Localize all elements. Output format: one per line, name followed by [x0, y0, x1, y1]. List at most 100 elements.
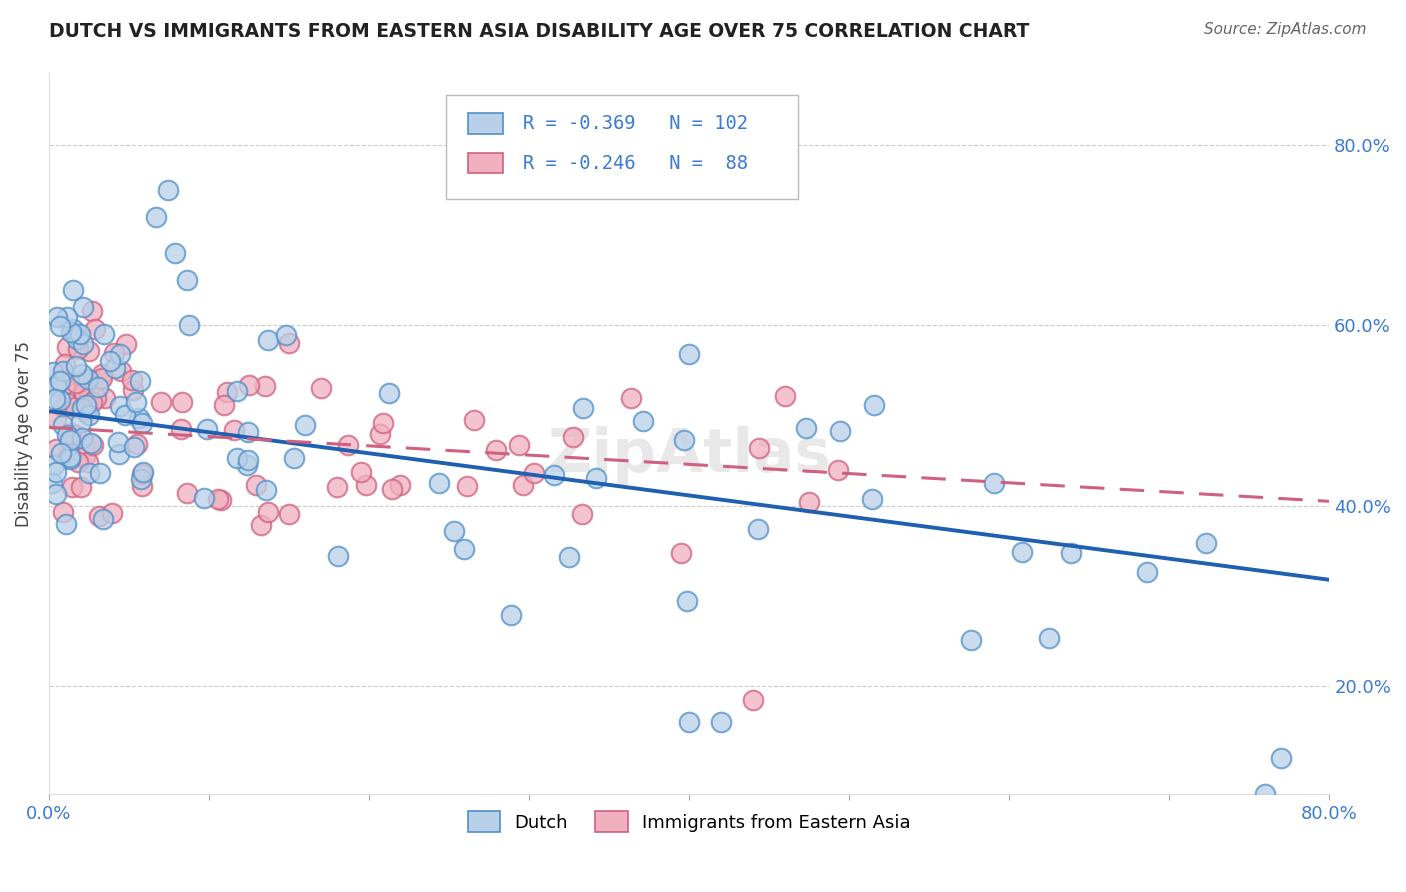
- Point: [77, 344, 100, 359]
- Point: [56, 310, 79, 324]
- Point: [747, 522, 769, 536]
- Point: [238, 378, 260, 392]
- Point: [862, 398, 884, 412]
- Point: [66, 332, 89, 346]
- Point: [104, 360, 127, 375]
- FancyBboxPatch shape: [446, 95, 799, 199]
- Point: [671, 545, 693, 559]
- Point: [66, 342, 89, 356]
- Point: [72, 384, 94, 399]
- Point: [354, 478, 377, 492]
- Point: [114, 408, 136, 422]
- Point: [1038, 631, 1060, 645]
- Point: [294, 418, 316, 433]
- Point: [59, 451, 82, 466]
- Point: [115, 336, 138, 351]
- Point: [748, 441, 770, 455]
- Point: [132, 465, 155, 479]
- Point: [103, 345, 125, 359]
- Point: [80, 435, 103, 450]
- Point: [371, 417, 394, 431]
- Point: [80, 395, 103, 409]
- Point: [110, 363, 132, 377]
- Point: [127, 437, 149, 451]
- Point: [794, 421, 817, 435]
- Point: [98, 354, 121, 368]
- Point: [163, 246, 186, 260]
- Point: [49, 445, 72, 459]
- Point: [145, 211, 167, 225]
- Point: [45, 378, 67, 392]
- Point: [1060, 546, 1083, 560]
- Point: [101, 507, 124, 521]
- Point: [226, 384, 249, 398]
- Point: [381, 483, 404, 497]
- Point: [62, 321, 84, 335]
- Point: [207, 492, 229, 507]
- Point: [585, 471, 607, 485]
- Point: [90, 367, 112, 381]
- Point: [350, 465, 373, 479]
- Point: [336, 438, 359, 452]
- Point: [69, 415, 91, 429]
- Point: [73, 449, 96, 463]
- Point: [453, 541, 475, 556]
- Point: [62, 284, 84, 298]
- Point: [87, 380, 110, 394]
- Point: [77, 408, 100, 422]
- Point: [1195, 536, 1218, 550]
- Point: [172, 394, 194, 409]
- Point: [82, 438, 104, 452]
- Point: [59, 430, 82, 444]
- Point: [122, 440, 145, 454]
- Point: [225, 450, 247, 465]
- Point: [157, 183, 180, 197]
- Point: [72, 300, 94, 314]
- Point: [195, 422, 218, 436]
- Point: [631, 414, 654, 428]
- Point: [212, 398, 235, 412]
- Point: [326, 480, 349, 494]
- Point: [42, 458, 65, 472]
- Point: [619, 391, 641, 405]
- Point: [368, 427, 391, 442]
- Point: [91, 512, 114, 526]
- Point: [59, 434, 82, 448]
- Point: [150, 394, 173, 409]
- Point: [456, 479, 478, 493]
- Point: [75, 398, 97, 412]
- Point: [742, 692, 765, 706]
- Point: [52, 400, 75, 414]
- Point: [176, 486, 198, 500]
- Point: [676, 593, 699, 607]
- Point: [72, 337, 94, 351]
- Point: [283, 451, 305, 466]
- Legend: Dutch, Immigrants from Eastern Asia: Dutch, Immigrants from Eastern Asia: [460, 805, 918, 839]
- Point: [523, 466, 546, 480]
- Point: [59, 450, 82, 464]
- Point: [84, 391, 107, 405]
- Point: [710, 715, 733, 730]
- Point: [983, 475, 1005, 490]
- Point: [959, 633, 981, 648]
- Point: [673, 433, 696, 447]
- Point: [46, 310, 69, 324]
- Point: [678, 347, 700, 361]
- Text: ZipAtlas: ZipAtlas: [547, 425, 831, 485]
- Point: [56, 396, 79, 410]
- Point: [245, 477, 267, 491]
- Point: [41, 475, 63, 490]
- Point: [94, 391, 117, 405]
- Point: [572, 401, 595, 415]
- Point: [70, 401, 93, 415]
- Text: R = -0.369   N = 102: R = -0.369 N = 102: [523, 114, 748, 133]
- Point: [463, 413, 485, 427]
- Point: [177, 318, 200, 333]
- Point: [131, 479, 153, 493]
- Point: [131, 467, 153, 481]
- Point: [77, 455, 100, 469]
- Point: [52, 417, 75, 432]
- Point: [79, 467, 101, 481]
- Point: [773, 389, 796, 403]
- Point: [558, 550, 581, 565]
